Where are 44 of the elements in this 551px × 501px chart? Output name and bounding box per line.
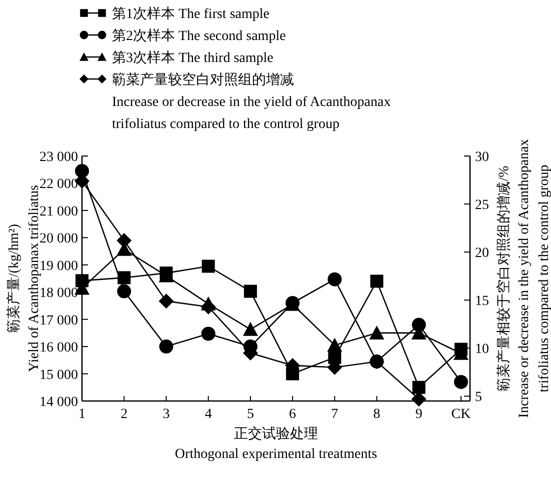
legend-label: 第3次样本 The third sample bbox=[112, 50, 274, 66]
point bbox=[412, 380, 426, 394]
point bbox=[327, 338, 342, 352]
point bbox=[118, 271, 131, 284]
x-tick-label: 4 bbox=[204, 407, 212, 422]
point bbox=[370, 274, 384, 288]
x-axis-title: 正交试验处理 Orthogonal experimental treatments bbox=[174, 426, 378, 462]
x-tick-label: 7 bbox=[331, 407, 338, 422]
y2-tick-label: 10 bbox=[475, 342, 489, 358]
point bbox=[117, 284, 132, 298]
point bbox=[158, 294, 174, 309]
y-tick-label: 14 000 bbox=[40, 395, 78, 410]
x-tick-label: 3 bbox=[162, 407, 170, 422]
point bbox=[328, 272, 342, 286]
y-tick-label: 21 000 bbox=[40, 204, 78, 220]
point bbox=[242, 322, 258, 336]
x-tick-label: 5 bbox=[246, 407, 254, 422]
point bbox=[454, 374, 468, 389]
y-tick-label: 20 000 bbox=[40, 232, 78, 247]
point bbox=[369, 325, 384, 340]
x-tick-label: 1 bbox=[78, 407, 86, 422]
point bbox=[244, 284, 257, 298]
y-tick-label: 16 000 bbox=[40, 340, 78, 356]
point bbox=[159, 340, 174, 354]
y-tick-label: 19 000 bbox=[40, 258, 78, 274]
x-tick-label: 9 bbox=[415, 407, 422, 422]
y-tick-label: 15 000 bbox=[40, 368, 78, 383]
y2-tick-label: 25 bbox=[475, 198, 489, 214]
y2-tick-label: 5 bbox=[475, 390, 482, 406]
y2-tick-label: 30 bbox=[475, 150, 489, 165]
x-tick-label: 8 bbox=[373, 407, 380, 422]
x-tick-label: CK bbox=[451, 407, 471, 422]
point bbox=[202, 260, 215, 273]
legend-label: 第1次样本 The first sample bbox=[112, 6, 270, 22]
x-tick-label: 2 bbox=[120, 407, 128, 422]
legend-label: 第2次样本 The second sample bbox=[112, 28, 286, 44]
y2-tick-label: 15 bbox=[475, 294, 489, 310]
point bbox=[201, 326, 216, 341]
y-tick-label: 23 000 bbox=[40, 150, 78, 165]
y-tick-label: 17 000 bbox=[40, 313, 78, 328]
y2-axis-title: 簕菜产量相较于空白对照组的增减/% Increase or decrease in the yield of Acanthopanax trifoliatus compared to the control group bbox=[496, 139, 551, 418]
y2-tick-label: 20 bbox=[475, 246, 489, 262]
point bbox=[411, 392, 426, 407]
x-tick-label: 6 bbox=[289, 407, 296, 422]
